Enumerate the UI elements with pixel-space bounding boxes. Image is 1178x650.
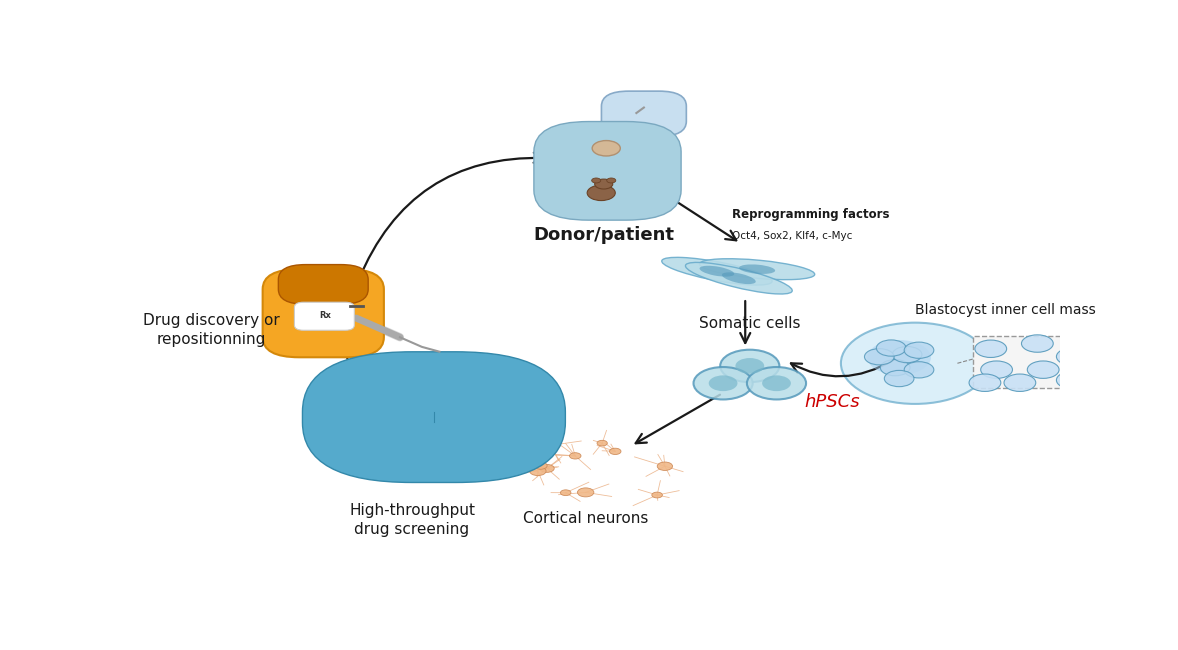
Circle shape bbox=[398, 436, 409, 441]
Text: Blastocyst inner cell mass: Blastocyst inner cell mass bbox=[915, 303, 1096, 317]
Circle shape bbox=[720, 350, 780, 382]
FancyBboxPatch shape bbox=[602, 91, 687, 136]
Circle shape bbox=[694, 367, 753, 400]
Circle shape bbox=[975, 340, 1007, 358]
Circle shape bbox=[593, 140, 621, 156]
Circle shape bbox=[1027, 361, 1059, 378]
Circle shape bbox=[905, 342, 934, 358]
Circle shape bbox=[534, 462, 547, 469]
Circle shape bbox=[587, 185, 615, 201]
Circle shape bbox=[981, 361, 1012, 378]
Circle shape bbox=[434, 436, 444, 441]
Circle shape bbox=[762, 375, 790, 391]
Circle shape bbox=[1004, 374, 1035, 391]
Circle shape bbox=[657, 462, 673, 471]
FancyBboxPatch shape bbox=[294, 302, 355, 330]
Circle shape bbox=[841, 322, 990, 404]
Circle shape bbox=[867, 340, 931, 375]
Circle shape bbox=[1057, 371, 1088, 389]
Circle shape bbox=[416, 445, 426, 450]
Circle shape bbox=[380, 436, 391, 441]
Ellipse shape bbox=[686, 263, 793, 294]
Circle shape bbox=[450, 452, 461, 458]
Circle shape bbox=[450, 461, 461, 467]
Circle shape bbox=[892, 346, 922, 363]
Circle shape bbox=[747, 367, 806, 400]
Circle shape bbox=[905, 361, 934, 378]
Circle shape bbox=[450, 436, 461, 441]
Circle shape bbox=[969, 374, 1001, 391]
Circle shape bbox=[544, 442, 556, 448]
Ellipse shape bbox=[700, 259, 815, 280]
Circle shape bbox=[380, 461, 391, 467]
Circle shape bbox=[434, 461, 444, 467]
Circle shape bbox=[398, 452, 409, 458]
Circle shape bbox=[416, 436, 426, 441]
FancyBboxPatch shape bbox=[263, 269, 384, 358]
Text: Somatic cells: Somatic cells bbox=[699, 316, 801, 331]
Text: Drug discovery or
repositionning: Drug discovery or repositionning bbox=[143, 313, 279, 347]
Text: High-throughput
drug screening: High-throughput drug screening bbox=[349, 503, 475, 537]
Circle shape bbox=[577, 488, 594, 497]
Text: hPSCs: hPSCs bbox=[805, 393, 860, 411]
Circle shape bbox=[398, 445, 409, 450]
FancyBboxPatch shape bbox=[346, 429, 478, 475]
Text: Rx: Rx bbox=[319, 311, 331, 320]
Circle shape bbox=[507, 448, 523, 458]
Circle shape bbox=[416, 461, 426, 467]
Circle shape bbox=[607, 178, 616, 183]
Circle shape bbox=[595, 179, 613, 189]
Circle shape bbox=[591, 178, 601, 183]
Ellipse shape bbox=[700, 266, 734, 277]
Circle shape bbox=[540, 465, 554, 473]
Circle shape bbox=[641, 209, 648, 213]
Ellipse shape bbox=[739, 265, 775, 274]
Ellipse shape bbox=[662, 257, 772, 285]
Circle shape bbox=[651, 492, 662, 498]
Circle shape bbox=[1021, 335, 1053, 352]
FancyBboxPatch shape bbox=[534, 122, 681, 220]
Circle shape bbox=[450, 445, 461, 450]
Circle shape bbox=[380, 452, 391, 458]
Circle shape bbox=[380, 445, 391, 450]
Text: Cortical neurons: Cortical neurons bbox=[523, 511, 648, 526]
Circle shape bbox=[416, 452, 426, 458]
Circle shape bbox=[880, 359, 911, 376]
FancyBboxPatch shape bbox=[973, 335, 1090, 388]
Circle shape bbox=[1057, 348, 1088, 365]
FancyBboxPatch shape bbox=[278, 265, 369, 304]
Circle shape bbox=[609, 448, 621, 454]
Circle shape bbox=[597, 440, 608, 446]
FancyBboxPatch shape bbox=[303, 352, 565, 482]
Circle shape bbox=[434, 445, 444, 450]
Circle shape bbox=[735, 358, 765, 374]
Circle shape bbox=[569, 452, 581, 459]
Circle shape bbox=[709, 375, 737, 391]
Circle shape bbox=[876, 340, 906, 356]
Circle shape bbox=[885, 370, 914, 387]
Circle shape bbox=[363, 461, 373, 467]
Circle shape bbox=[398, 461, 409, 467]
Text: Oct4, Sox2, Klf4, c-Myc: Oct4, Sox2, Klf4, c-Myc bbox=[732, 231, 852, 240]
Circle shape bbox=[865, 348, 894, 365]
Text: Donor/patient: Donor/patient bbox=[534, 226, 674, 244]
Circle shape bbox=[363, 452, 373, 458]
Circle shape bbox=[363, 445, 373, 450]
Ellipse shape bbox=[722, 272, 756, 284]
Circle shape bbox=[363, 436, 373, 441]
Circle shape bbox=[561, 490, 571, 495]
Circle shape bbox=[434, 452, 444, 458]
Text: Reprogramming factors: Reprogramming factors bbox=[732, 208, 889, 221]
Circle shape bbox=[530, 467, 547, 476]
